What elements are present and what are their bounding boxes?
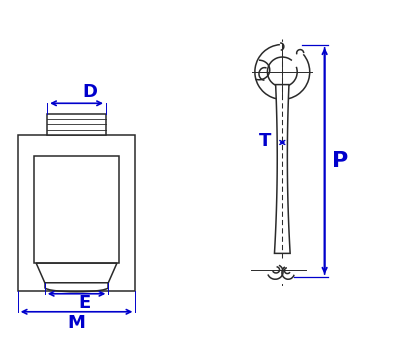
- Bar: [34, 156, 119, 263]
- Text: M: M: [68, 314, 86, 332]
- Polygon shape: [36, 263, 117, 283]
- Text: P: P: [332, 151, 348, 171]
- Bar: [18, 135, 135, 292]
- Text: D: D: [83, 83, 98, 101]
- Text: T: T: [259, 132, 272, 150]
- Polygon shape: [274, 85, 290, 253]
- Text: E: E: [78, 294, 90, 312]
- Bar: [47, 114, 106, 135]
